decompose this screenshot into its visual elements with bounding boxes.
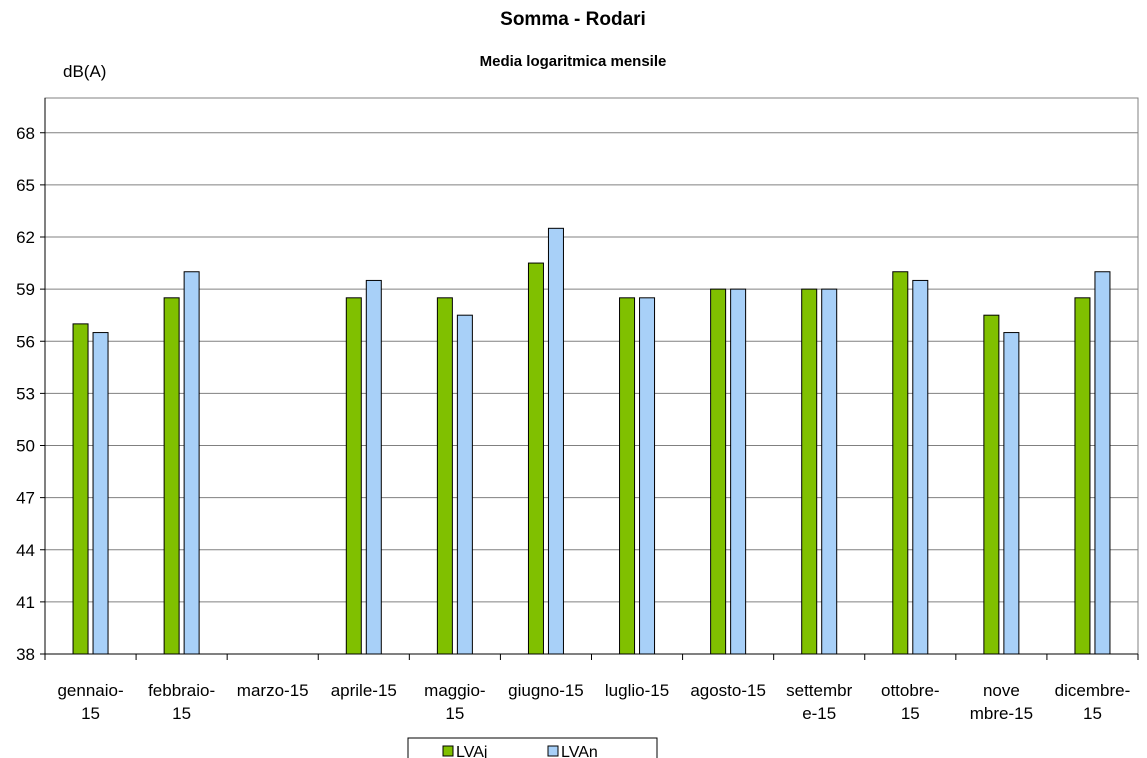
- y-tick-label: 41: [16, 593, 35, 612]
- bars: [72, 227, 1111, 655]
- bar-lvan: [456, 314, 473, 655]
- y-tick-label: 62: [16, 228, 35, 247]
- bar-lvan: [365, 279, 382, 655]
- x-tick-label: marzo-15: [237, 681, 309, 700]
- x-tick-label: settembr e-15: [786, 681, 852, 723]
- x-tick-label: nove mbre-15: [970, 681, 1033, 723]
- bar-lvan: [183, 271, 200, 655]
- legend-label: LVAn: [561, 744, 598, 758]
- bar-lvan: [639, 297, 656, 655]
- y-tick-label: 50: [16, 437, 35, 456]
- x-tick-label: ottobre-15: [881, 681, 940, 723]
- bar-lvan: [912, 279, 929, 655]
- bar-lvan: [547, 227, 564, 655]
- bar-lvaj: [436, 297, 453, 655]
- y-tick-label: 53: [16, 384, 35, 403]
- axes: 38 41 44 47 50 53 56 59 62 65 68 gennaio-15 febbraio…: [16, 98, 1139, 723]
- legend-label: LVAj: [456, 744, 487, 758]
- gridlines: [45, 132, 1138, 603]
- x-tick-label: agosto-15: [690, 681, 766, 700]
- x-tick-label: giugno-15: [508, 681, 584, 700]
- x-tick-label: febbraio-15: [148, 681, 215, 723]
- legend-swatch: [442, 745, 454, 757]
- legend: LVAj LVAn: [407, 737, 658, 758]
- bar-lvaj: [983, 314, 1000, 655]
- y-tick-label: 44: [16, 541, 35, 560]
- bar-lvaj: [345, 297, 362, 655]
- bar-lvan: [1094, 271, 1111, 655]
- chart-title: Somma - Rodari: [500, 9, 646, 30]
- y-tick-label: 59: [16, 280, 35, 299]
- chart-subtitle: Media logaritmica mensile: [480, 53, 667, 70]
- y-tick-label: 68: [16, 124, 35, 143]
- y-tick-label: 38: [16, 645, 35, 664]
- x-tick-label: aprile-15: [331, 681, 397, 700]
- bar-lvaj: [801, 288, 818, 655]
- bar-lvan: [1003, 332, 1020, 655]
- y-tick-label: 65: [16, 176, 35, 195]
- bar-lvaj: [1074, 297, 1091, 655]
- x-tick-label: gennaio-15: [57, 681, 123, 723]
- y-axis-label: dB(A): [63, 62, 106, 81]
- x-tick-label: dicembre-15: [1055, 681, 1131, 723]
- bar-lvan: [92, 332, 109, 655]
- bar-lvan: [821, 288, 838, 655]
- y-tick-label: 47: [16, 489, 35, 508]
- legend-swatch: [547, 745, 559, 757]
- bar-lvaj: [619, 297, 636, 655]
- bar-lvaj: [527, 262, 544, 655]
- bar-lvaj: [72, 323, 89, 655]
- plot-area: [44, 97, 1139, 655]
- legend-box: [407, 737, 658, 758]
- x-tick-label: luglio-15: [605, 681, 669, 700]
- bar-lvaj: [710, 288, 727, 655]
- bar-lvaj: [163, 297, 180, 655]
- bar-lvan: [730, 288, 747, 655]
- bar-lvaj: [892, 271, 909, 655]
- y-tick-label: 56: [16, 332, 35, 351]
- x-tick-label: maggio-15: [424, 681, 485, 723]
